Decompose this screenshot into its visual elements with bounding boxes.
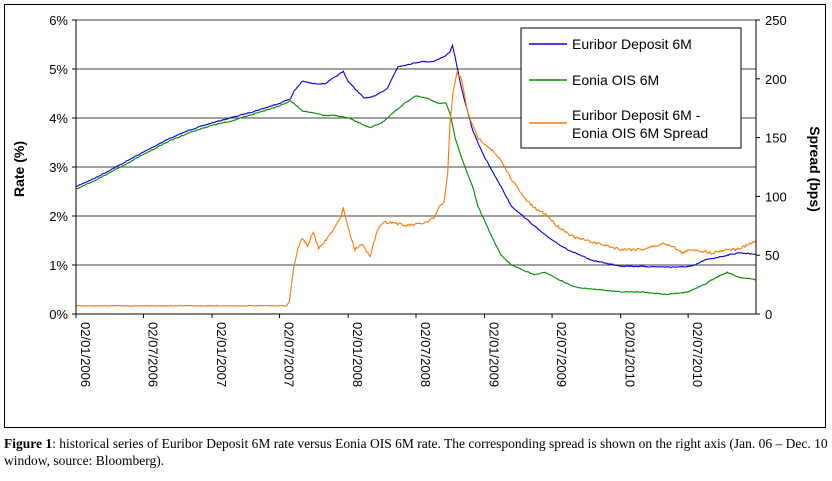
series-lines [75,43,757,307]
axes: 0% 1% 2% 3% 4% 5% 6% 0 50 100 150 200 250 02/01/2006 0… [49,13,787,387]
grid-lines [76,19,756,266]
y2-tick-label: 250 [765,13,787,28]
y-tick-label: 3% [49,160,68,175]
series-line-eonia [75,95,757,296]
y2-tick-label: 100 [765,189,787,204]
y-tick-label: 6% [49,13,68,28]
y-tick-label: 1% [49,258,68,273]
y-axis-title: Rate (%) [11,141,27,197]
legend-box [520,27,742,149]
y2-axis-title: Spread (bps) [807,126,823,212]
y-tick-label: 0% [49,307,68,322]
y2-tick-label: 0 [765,307,772,322]
x-tick-label: 02/01/2010 [623,322,638,387]
x-tick-label: 02/07/2007 [282,322,297,387]
x-tick-label: 02/01/2009 [487,322,502,387]
legend: Euribor Deposit 6M Eonia OIS 6M Euribor … [520,27,742,149]
caption-label: Figure 1 [4,436,53,451]
x-tick-label: 02/07/2009 [554,322,569,387]
x-tick-label: 02/07/2008 [418,322,433,387]
figure-caption: Figure 1: historical series of Euribor D… [4,435,828,469]
x-tick-label: 02/07/2010 [690,322,705,387]
x-tick-label: 02/07/2006 [145,322,160,387]
x-tick-label: 02/01/2006 [78,322,93,387]
y2-tick-label: 150 [765,131,787,146]
y-tick-label: 4% [49,111,68,126]
series-line-spread [75,71,757,307]
y2-tick-label: 50 [765,248,779,263]
legend-label-spread: Euribor Deposit 6M - Eonia OIS 6M Spread [572,107,708,141]
caption-text: : historical series of Euribor Deposit 6… [4,436,828,468]
x-tick-label: 02/01/2007 [214,322,229,387]
x-tick-label: 02/01/2008 [350,322,365,387]
y2-tick-label: 200 [765,72,787,87]
series-line-euribor [75,43,757,268]
y-tick-label: 2% [49,209,68,224]
y-tick-label: 5% [49,62,68,77]
legend-label-euribor: Euribor Deposit 6M [572,36,692,52]
legend-label-eonia: Eonia OIS 6M [572,72,659,88]
line-chart: 0% 1% 2% 3% 4% 5% 6% 0 50 100 150 200 250 02/01/2006 0… [11,13,823,387]
